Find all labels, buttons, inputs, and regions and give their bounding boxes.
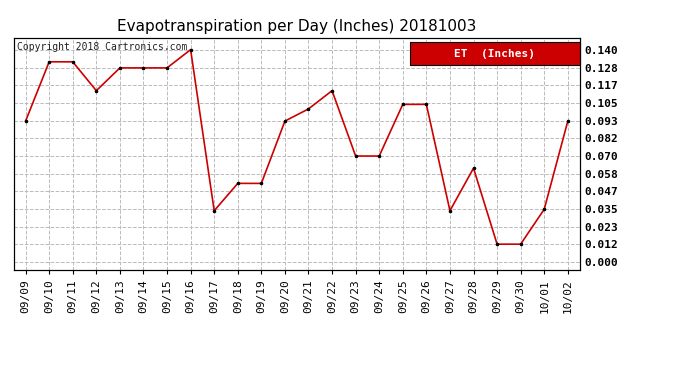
Point	[43, 59, 55, 65]
Point	[20, 118, 31, 124]
Point	[374, 153, 385, 159]
Point	[491, 241, 502, 247]
Point	[562, 118, 573, 124]
Point	[208, 208, 219, 214]
Point	[515, 241, 526, 247]
Point	[91, 88, 102, 94]
Point	[256, 180, 267, 186]
Text: ET  (Inches): ET (Inches)	[454, 49, 535, 59]
Point	[303, 106, 314, 112]
Text: Copyright 2018 Cartronics.com: Copyright 2018 Cartronics.com	[17, 42, 187, 52]
Point	[350, 153, 361, 159]
Point	[185, 46, 196, 53]
Point	[326, 88, 337, 94]
Point	[161, 65, 172, 71]
Point	[421, 101, 432, 107]
Point	[279, 118, 290, 124]
Title: Evapotranspiration per Day (Inches) 20181003: Evapotranspiration per Day (Inches) 2018…	[117, 18, 476, 33]
Point	[233, 180, 244, 186]
Bar	[410, 42, 580, 65]
Point	[468, 165, 479, 171]
Point	[397, 101, 408, 107]
Point	[539, 206, 550, 212]
Point	[444, 208, 455, 214]
Point	[67, 59, 78, 65]
Point	[115, 65, 126, 71]
Point	[138, 65, 149, 71]
